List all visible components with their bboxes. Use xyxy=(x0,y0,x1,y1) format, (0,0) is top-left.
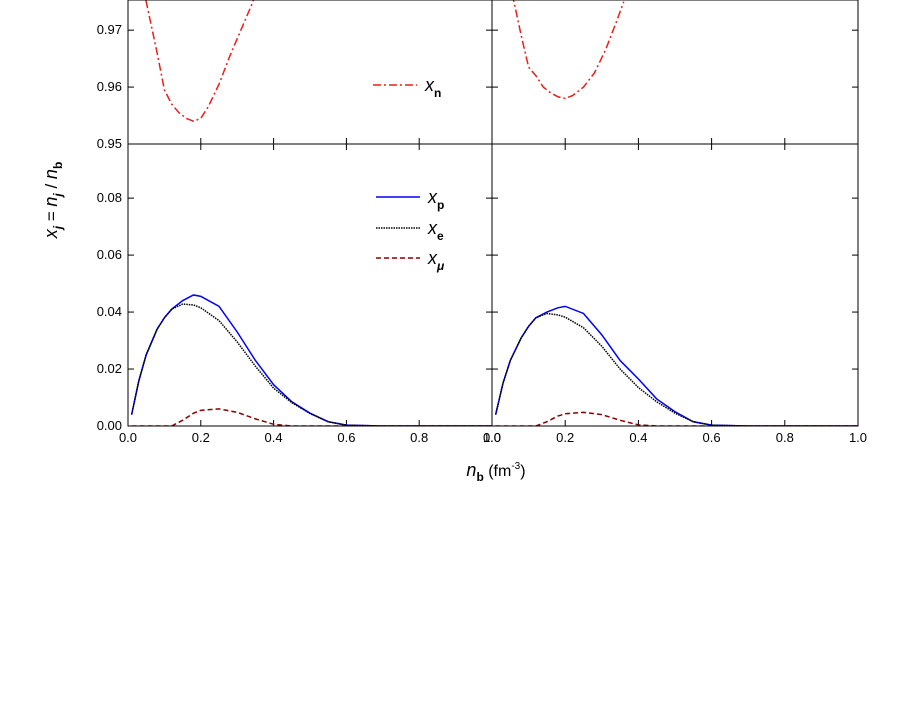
y-tick-label: 0.00 xyxy=(97,418,122,433)
data-line xyxy=(512,0,625,100)
label-part: (fm xyxy=(484,463,512,480)
data-line xyxy=(131,408,492,426)
label-part: ) xyxy=(520,463,525,480)
x-tick-label: 0.8 xyxy=(410,430,428,445)
x-tick-label: 1.0 xyxy=(849,430,867,445)
legend-label: xe xyxy=(427,218,444,243)
legend-part: p xyxy=(437,198,444,212)
label-part: n xyxy=(41,169,61,179)
data-line xyxy=(130,303,492,426)
label-part: n xyxy=(466,460,476,480)
legend-part: μ xyxy=(436,259,445,273)
x-tick-label: 0.0 xyxy=(119,430,137,445)
label-part: j xyxy=(51,225,65,231)
x-tick-label: 0.6 xyxy=(337,430,355,445)
y-tick-label: 0.97 xyxy=(97,22,122,37)
x-tick-label: 1.0 xyxy=(483,430,501,445)
legend-part: x xyxy=(427,248,438,268)
legend-part: x xyxy=(427,218,438,238)
panel-frame xyxy=(127,143,493,427)
legend-part: x xyxy=(427,187,438,207)
data-line xyxy=(145,0,255,123)
y-tick-label: 0.04 xyxy=(97,304,122,319)
x-tick-label: 0.4 xyxy=(265,430,283,445)
legend-part: n xyxy=(434,86,441,100)
label-part: b xyxy=(476,470,483,484)
data-line xyxy=(495,411,858,426)
panel-frame xyxy=(127,0,493,145)
x-tick-label: 0.0 xyxy=(483,430,501,445)
data-line xyxy=(494,305,858,426)
label-part: b xyxy=(51,162,65,169)
y-tick-label: 0.06 xyxy=(97,247,122,262)
label-part: j xyxy=(51,193,65,199)
label-part: x xyxy=(41,228,61,239)
x-tick-label: 0.2 xyxy=(556,430,574,445)
y-tick-label: 0.96 xyxy=(97,79,122,94)
data-line xyxy=(130,294,492,426)
x-tick-label: 0.6 xyxy=(703,430,721,445)
data-line xyxy=(494,312,858,426)
label-part: / xyxy=(42,179,61,193)
y-axis-label: xj = nj / nb xyxy=(41,162,65,240)
legend-part: e xyxy=(437,229,444,243)
label-part: = xyxy=(42,207,61,226)
panel-frame xyxy=(491,0,859,145)
label-part: -3 xyxy=(511,461,520,472)
x-tick-label: 0.8 xyxy=(776,430,794,445)
y-tick-label: 0.02 xyxy=(97,361,122,376)
legend-label: xp xyxy=(427,187,444,212)
legend-label: xμ xyxy=(427,248,445,273)
y-tick-label: 0.95 xyxy=(97,136,122,151)
legend-label: xn xyxy=(424,75,441,100)
x-tick-label: 0.2 xyxy=(192,430,210,445)
x-tick-label: 0.4 xyxy=(629,430,647,445)
x-axis-label: nb (fm-3) xyxy=(466,460,525,484)
label-part: n xyxy=(41,197,61,207)
legend-part: x xyxy=(424,75,435,95)
y-tick-label: 0.08 xyxy=(97,190,122,205)
panel-frame xyxy=(491,143,859,427)
